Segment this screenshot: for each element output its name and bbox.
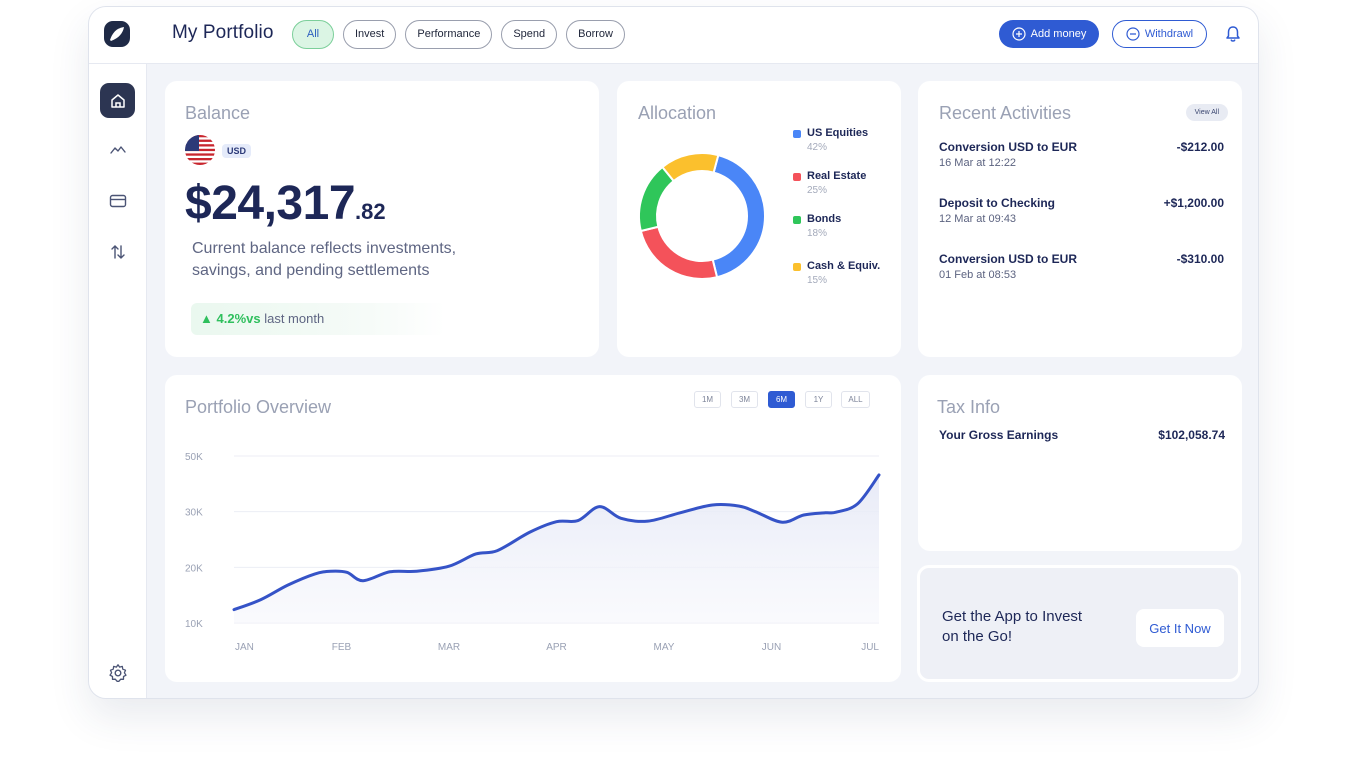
page-title: My Portfolio [172, 22, 274, 43]
filter-invest[interactable]: Invest [343, 20, 397, 49]
us-flag-icon [185, 135, 215, 165]
donut-slice [711, 153, 766, 279]
y-tick-label: 10K [185, 619, 203, 630]
legend-name: Cash & Equiv. [807, 260, 881, 272]
y-tick-label: 30K [185, 508, 203, 519]
filter-borrow[interactable]: Borrow [566, 20, 625, 49]
legend-swatch [793, 173, 801, 181]
filter-chips: All Invest Performance Spend Borrow [292, 20, 625, 49]
filter-performance[interactable]: Performance [405, 20, 493, 49]
legend-pct: 25% [807, 185, 828, 196]
sidebar-item-performance[interactable] [100, 132, 135, 167]
range-3m[interactable]: 3M [731, 391, 758, 408]
sidebar-item-settings[interactable] [100, 655, 135, 690]
activity-date: 16 Mar at 12:22 [939, 157, 1017, 169]
activity-name: Deposit to Checking [939, 196, 1056, 210]
home-icon [110, 93, 125, 108]
overview-title: Portfolio Overview [185, 397, 332, 417]
portfolio-line-chart: 50K 30K 20K 10K JAN FEB MAR APR MAY JUN JUL [185, 452, 881, 653]
balance-title: Balance [185, 103, 251, 123]
tax-card: Tax Info Your Gross Earnings $102,058.74 [918, 375, 1242, 551]
plus-circle-icon [1012, 27, 1026, 41]
withdraw-label: Withdrawl [1144, 28, 1194, 40]
trend-value: 4.2%vs [216, 311, 261, 326]
trend-text: last month [264, 311, 325, 326]
balance-amount-cents: .82 [355, 199, 386, 224]
logo-icon[interactable] [104, 21, 130, 47]
activity-date: 01 Feb at 08:53 [939, 269, 1017, 281]
promo-text: Get the App to Invest on the Go! [942, 608, 1083, 645]
gross-earnings-label: Your Gross Earnings [939, 428, 1059, 442]
legend-swatch [793, 263, 801, 271]
series-area [234, 474, 879, 623]
legend-name: Bonds [807, 213, 842, 225]
legend-pct: 18% [807, 228, 828, 239]
add-money-button[interactable]: Add money [999, 20, 1099, 48]
balance-description: Current balance reflects investments, sa… [192, 240, 457, 279]
x-tick-label: FEB [332, 642, 352, 653]
legend-name: US Equities [807, 127, 869, 139]
allocation-title: Allocation [638, 103, 717, 123]
sidebar-item-cards[interactable] [100, 183, 135, 218]
app-promo-card: Get the App to Invest on the Go! Get It … [917, 565, 1241, 682]
activities-title: Recent Activities [939, 103, 1072, 123]
transfer-icon [110, 244, 125, 259]
filter-all[interactable]: All [292, 20, 334, 49]
y-tick-label: 20K [185, 563, 203, 574]
card-icon [109, 194, 126, 207]
currency-badge: USD [222, 144, 252, 158]
range-1y[interactable]: 1Y [805, 391, 832, 408]
legend-swatch [793, 130, 801, 138]
activity-name: Conversion USD to EUR [939, 252, 1078, 266]
activity-date: 12 Mar at 09:43 [939, 213, 1017, 225]
balance-amount-main: $24,317 [185, 177, 356, 230]
balance-trend: ▲ 4.2%vs last month [191, 303, 445, 335]
x-tick-label: MAR [438, 642, 460, 653]
legend-pct: 15% [807, 275, 828, 286]
bell-icon[interactable] [1225, 25, 1241, 43]
activity-amount: -$212.00 [1176, 140, 1224, 154]
filter-spend[interactable]: Spend [501, 20, 558, 49]
donut-slice [639, 225, 719, 280]
get-it-now-button[interactable]: Get It Now [1136, 609, 1224, 647]
y-tick-label: 50K [185, 452, 203, 463]
activity-amount: +$1,200.00 [1163, 196, 1224, 210]
legend-swatch [793, 216, 801, 224]
trend-up-icon: ▲ [200, 311, 213, 326]
sidebar-item-home[interactable] [100, 83, 135, 118]
allocation-card: Allocation US Equities 42% Real Estate 2… [617, 81, 901, 357]
x-tick-label: MAY [654, 642, 675, 653]
sidebar [89, 64, 147, 698]
gross-earnings-value: $102,058.74 [1158, 428, 1225, 442]
activity-amount: -$310.00 [1176, 252, 1224, 266]
allocation-donut [638, 152, 766, 280]
minus-circle-icon [1126, 27, 1140, 41]
range-6m[interactable]: 6M [768, 391, 795, 408]
top-bar: My Portfolio All Invest Performance Spen… [89, 7, 1258, 64]
balance-amount: $24,317.82 [185, 176, 386, 231]
balance-card: Balance USD $24,317.82 Current balance r… [165, 81, 599, 357]
legend-name: Real Estate [807, 170, 867, 182]
series-line [232, 473, 881, 612]
tax-title: Tax Info [937, 397, 1001, 417]
sidebar-item-transfers[interactable] [100, 234, 135, 269]
range-all[interactable]: ALL [841, 391, 870, 408]
gear-icon [108, 663, 127, 682]
x-tick-label: JUL [861, 642, 879, 653]
app-window: My Portfolio All Invest Performance Spen… [88, 6, 1259, 699]
activities-card: Recent Activities View All Conversion US… [918, 81, 1242, 357]
range-1m[interactable]: 1M [694, 391, 721, 408]
view-all-button[interactable]: View All [1185, 104, 1228, 121]
withdraw-button[interactable]: Withdrawl [1112, 20, 1207, 48]
overview-card: Portfolio Overview 1M 3M 6M 1Y ALL 50K 30… [165, 375, 901, 682]
donut-slice [638, 165, 676, 233]
activity-name: Conversion USD to EUR [939, 140, 1078, 154]
donut-slice [660, 152, 720, 183]
add-money-label: Add money [1030, 28, 1087, 40]
x-tick-label: JUN [762, 642, 781, 653]
x-tick-label: APR [546, 642, 567, 653]
trend-icon [109, 145, 126, 154]
x-tick-label: JAN [235, 642, 254, 653]
legend-pct: 42% [807, 142, 828, 153]
